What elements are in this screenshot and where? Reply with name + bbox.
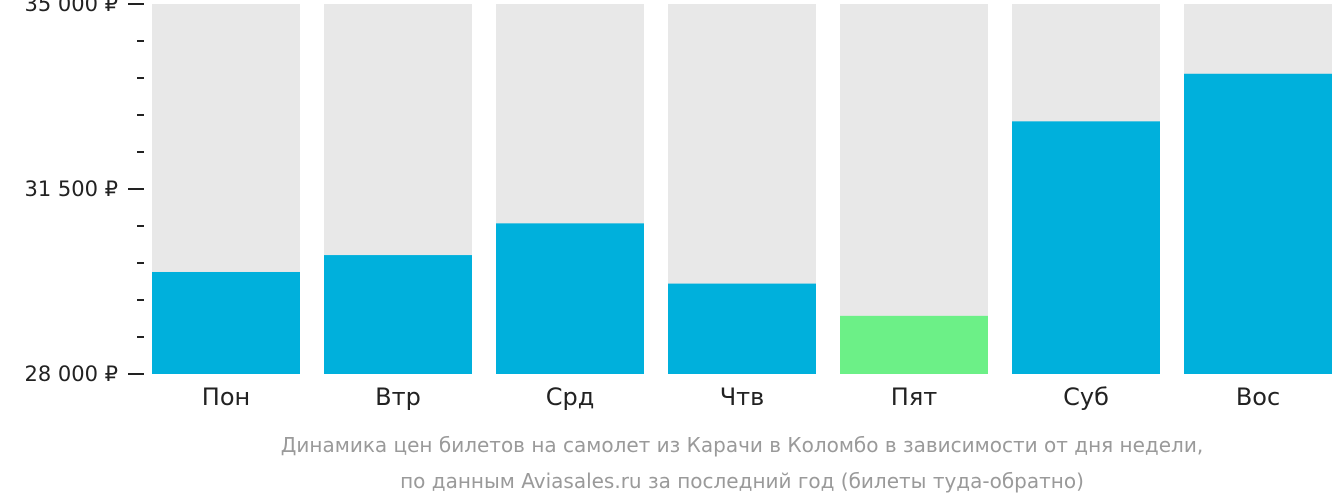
x-axis: Пон Втр Срд Чтв Пят Суб Вос (202, 383, 1280, 411)
chart-caption: Динамика цен билетов на самолет из Карач… (281, 433, 1203, 493)
x-tick-label-2: Втр (375, 383, 421, 411)
bar-6 (1012, 121, 1160, 374)
x-tick-label-5: Пят (891, 383, 937, 411)
y-tick-label-1: 28 000 ₽ (24, 362, 118, 386)
caption-line-1: Динамика цен билетов на самолет из Карач… (281, 433, 1203, 457)
bar-5 (840, 315, 988, 374)
bar-2 (324, 255, 472, 374)
x-tick-label-4: Чтв (720, 383, 765, 411)
bar-3 (496, 223, 644, 374)
bar-7 (1184, 73, 1332, 375)
x-tick-label-6: Суб (1063, 383, 1109, 411)
bar-background-5 (840, 4, 988, 374)
x-tick-label-7: Вос (1236, 383, 1280, 411)
bars-layer (152, 4, 1332, 375)
y-axis: 28 000 ₽ 31 500 ₽ 35 000 ₽ (24, 0, 144, 386)
caption-line-2: по данным Aviasales.ru за последний год … (400, 469, 1084, 493)
bar-1 (152, 271, 300, 374)
x-tick-label-3: Срд (546, 383, 595, 411)
x-tick-label-1: Пон (202, 383, 250, 411)
bar-4 (668, 283, 816, 374)
y-tick-label-3: 35 000 ₽ (24, 0, 118, 16)
y-tick-label-2: 31 500 ₽ (24, 177, 118, 201)
